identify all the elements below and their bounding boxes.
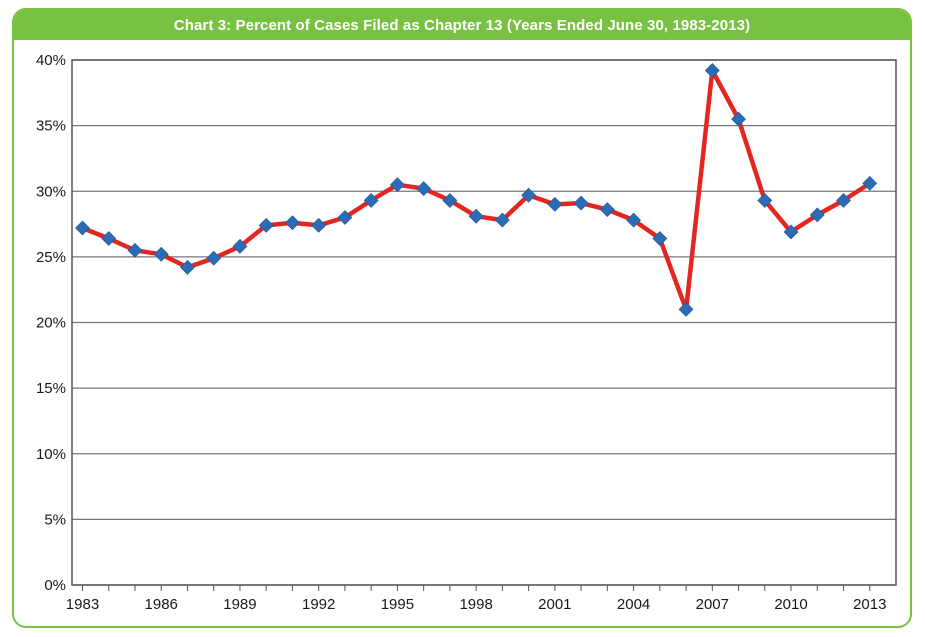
data-point-marker bbox=[678, 301, 694, 317]
data-point-marker bbox=[626, 212, 642, 228]
x-tick-label: 1992 bbox=[302, 596, 335, 613]
y-tick-label: 5% bbox=[44, 511, 66, 528]
data-point-marker bbox=[652, 231, 668, 246]
x-tick-label: 2010 bbox=[774, 596, 807, 613]
data-point-marker bbox=[599, 202, 615, 218]
data-point-marker bbox=[389, 177, 405, 193]
x-tick-label: 1989 bbox=[223, 596, 256, 613]
data-point-marker bbox=[783, 224, 799, 240]
y-tick-label: 15% bbox=[36, 380, 66, 397]
data-point-marker bbox=[232, 238, 248, 254]
data-point-marker bbox=[442, 193, 458, 208]
data-point-marker bbox=[101, 231, 117, 246]
data-point-marker bbox=[704, 63, 720, 78]
x-tick-label: 1983 bbox=[66, 596, 99, 613]
data-point-marker bbox=[547, 196, 563, 212]
y-tick-label: 0% bbox=[44, 577, 66, 594]
data-point-marker bbox=[862, 175, 878, 191]
y-tick-label: 10% bbox=[36, 446, 66, 463]
x-tick-label: 2013 bbox=[853, 596, 886, 613]
data-point-marker bbox=[836, 193, 851, 208]
series-line bbox=[80, 68, 873, 312]
data-point-marker bbox=[416, 181, 432, 197]
x-tick-label: 2001 bbox=[538, 596, 571, 613]
x-tick-label: 1986 bbox=[145, 596, 178, 613]
data-point-marker bbox=[180, 259, 195, 275]
data-point-marker bbox=[153, 246, 169, 262]
data-point-marker bbox=[468, 208, 484, 224]
x-tick-label: 2004 bbox=[617, 596, 650, 613]
y-tick-label: 30% bbox=[36, 183, 66, 200]
chart-title: Chart 3: Percent of Cases Filed as Chapt… bbox=[14, 10, 910, 40]
data-point-marker bbox=[311, 217, 327, 233]
data-point-marker bbox=[573, 195, 589, 211]
data-point-marker bbox=[337, 210, 353, 225]
data-point-marker bbox=[494, 212, 510, 228]
data-point-marker bbox=[363, 193, 379, 208]
x-tick-label: 1998 bbox=[459, 596, 492, 613]
y-tick-label: 40% bbox=[36, 52, 66, 69]
x-tick-label: 2007 bbox=[696, 596, 729, 613]
chart-frame: Chart 3: Percent of Cases Filed as Chapt… bbox=[12, 8, 912, 628]
data-point-marker bbox=[521, 187, 537, 203]
data-point-marker bbox=[206, 250, 222, 266]
y-tick-label: 25% bbox=[36, 249, 66, 266]
plot-area-border bbox=[71, 59, 897, 586]
x-tick-label: 1995 bbox=[381, 596, 414, 613]
data-point-marker bbox=[731, 111, 746, 127]
y-tick-label: 20% bbox=[36, 315, 66, 332]
data-point-marker bbox=[258, 217, 274, 233]
data-point-marker bbox=[809, 207, 825, 223]
y-tick-label: 35% bbox=[36, 118, 66, 135]
data-point-marker bbox=[127, 242, 143, 258]
data-point-marker bbox=[75, 220, 90, 236]
data-point-marker bbox=[285, 215, 300, 231]
data-point-marker bbox=[757, 193, 773, 208]
